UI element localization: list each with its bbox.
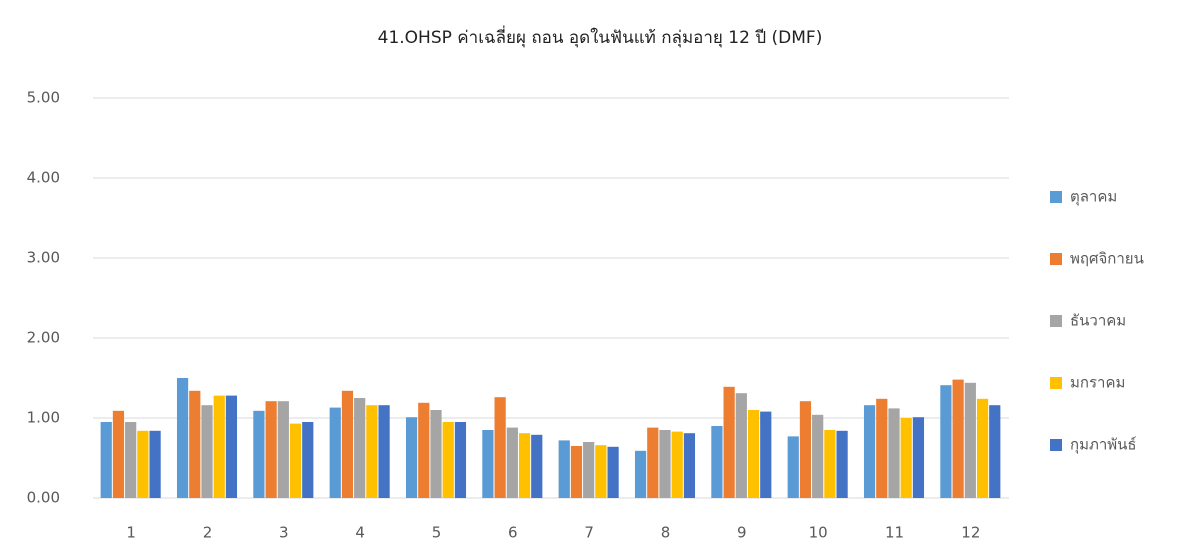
bar — [900, 418, 912, 498]
y-tick-label: 3.00 — [27, 249, 60, 267]
bar — [647, 427, 659, 498]
y-tick-label: 2.00 — [27, 329, 60, 347]
legend-swatch — [1050, 191, 1062, 203]
bar — [558, 440, 570, 498]
bar — [760, 411, 772, 498]
bar — [112, 410, 125, 498]
bar — [634, 450, 647, 498]
x-tick-label: 12 — [961, 524, 980, 542]
y-tick-label: 4.00 — [27, 169, 60, 187]
y-tick-label: 0.00 — [27, 489, 60, 507]
bar — [912, 417, 925, 498]
bar — [418, 402, 430, 498]
bar — [405, 417, 418, 498]
bar — [595, 445, 607, 498]
bar — [494, 397, 506, 498]
x-tick-label: 7 — [584, 524, 594, 542]
x-tick-label: 8 — [661, 524, 671, 542]
bar — [366, 405, 378, 498]
legend-label: กุมภาพันธ์ — [1070, 436, 1137, 455]
bar — [454, 422, 467, 498]
bar — [735, 393, 747, 498]
x-tick-label: 3 — [279, 524, 289, 542]
bar — [659, 430, 671, 498]
bar — [149, 430, 161, 498]
bar — [989, 405, 1001, 498]
bar — [482, 430, 494, 498]
legend-label: ตุลาคม — [1070, 188, 1117, 207]
bar — [329, 407, 341, 498]
bar — [430, 410, 442, 498]
bar — [952, 379, 964, 498]
bar — [265, 401, 277, 498]
x-tick-label: 9 — [737, 524, 747, 542]
bar — [354, 398, 366, 498]
bar — [289, 423, 302, 498]
x-tick-label: 4 — [355, 524, 365, 542]
legend-swatch — [1050, 315, 1062, 327]
y-tick-label: 5.00 — [27, 89, 60, 107]
x-tick-label: 1 — [126, 524, 136, 542]
legend-swatch — [1050, 377, 1062, 389]
bar — [442, 422, 454, 498]
legend-label: มกราคม — [1070, 374, 1125, 392]
bar — [836, 430, 848, 498]
x-tick-label: 5 — [432, 524, 442, 542]
bar — [583, 442, 595, 498]
bar — [787, 436, 799, 498]
bar — [888, 408, 900, 498]
bar — [824, 430, 836, 498]
bar — [125, 422, 137, 498]
bar — [378, 405, 390, 498]
bar — [976, 398, 989, 498]
legend-label: พฤศจิกายน — [1070, 250, 1144, 268]
bar — [812, 414, 824, 498]
bar — [747, 410, 760, 498]
bar — [607, 446, 619, 498]
bar — [570, 446, 583, 498]
x-tick-label: 6 — [508, 524, 518, 542]
bar — [683, 433, 696, 498]
bar — [189, 390, 201, 498]
bar — [302, 422, 314, 498]
legend-swatch — [1050, 253, 1062, 265]
bar — [723, 386, 735, 498]
bar — [506, 427, 518, 498]
x-tick-label: 10 — [809, 524, 828, 542]
bar — [100, 422, 112, 498]
bar — [671, 431, 683, 498]
bar — [341, 390, 354, 498]
bar — [876, 398, 888, 498]
bar — [137, 430, 149, 498]
bar — [711, 426, 723, 498]
bar — [253, 410, 265, 498]
bar — [964, 382, 976, 498]
legend-label: ธันวาคม — [1070, 312, 1126, 330]
bar — [531, 434, 543, 498]
bar — [863, 405, 876, 498]
bar — [940, 385, 952, 498]
bar — [225, 395, 238, 498]
legend-swatch — [1050, 439, 1062, 451]
bar — [277, 401, 289, 498]
bar — [176, 378, 189, 498]
y-tick-label: 1.00 — [27, 409, 60, 427]
bar — [518, 433, 531, 498]
bar — [799, 401, 812, 498]
chart-title: 41.OHSP ค่าเฉลี่ยผุ ถอน อุดในฟันแท้ กลุ่… — [378, 25, 823, 48]
bar — [201, 405, 213, 498]
bar — [213, 395, 225, 498]
x-tick-label: 2 — [203, 524, 213, 542]
x-tick-label: 11 — [885, 524, 904, 542]
